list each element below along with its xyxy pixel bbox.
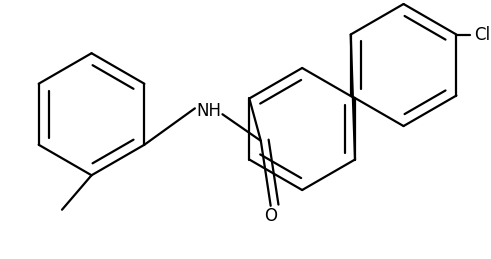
Text: Cl: Cl — [474, 26, 490, 44]
Text: O: O — [264, 207, 277, 225]
Text: NH: NH — [196, 102, 221, 120]
